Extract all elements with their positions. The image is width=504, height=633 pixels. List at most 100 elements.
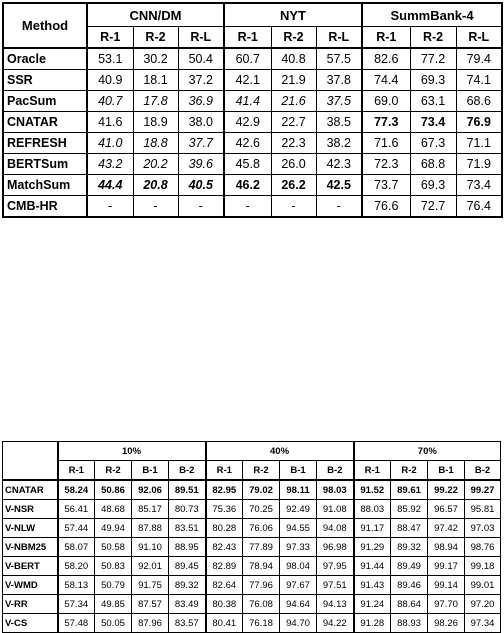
value-cell: - xyxy=(177,195,225,218)
results-table-1: Method CNN/DM NYT SummBank-4 R-1 R-2 R-L R-… xyxy=(2,2,504,218)
value-cell: - xyxy=(223,195,272,218)
value-cell: 74.4 xyxy=(361,69,411,91)
value-cell: 20.2 xyxy=(132,153,179,175)
method-cell: V-CS xyxy=(2,613,59,633)
value-cell: 94.64 xyxy=(279,594,318,614)
method-cell: V-NLW xyxy=(2,518,59,538)
value-cell: 50.05 xyxy=(94,613,132,633)
value-cell: 17.8 xyxy=(132,90,179,112)
method-cell: SSR xyxy=(2,69,88,91)
table-row: BERTSum 43.2 20.2 39.6 45.8 26.0 42.3 72.3 68.8 7… xyxy=(2,153,503,175)
value-cell: 18.9 xyxy=(132,111,179,133)
group-header: CNN/DM xyxy=(86,2,225,27)
value-cell: 73.4 xyxy=(455,174,503,196)
column-header: B-2 xyxy=(167,460,207,481)
value-cell: 91.08 xyxy=(316,499,355,519)
value-cell: 88.64 xyxy=(390,594,429,614)
value-cell: 94.22 xyxy=(316,613,355,633)
value-cell: 50.79 xyxy=(94,575,132,595)
column-header: R-L xyxy=(455,26,503,49)
value-cell: 89.46 xyxy=(390,575,429,595)
value-cell: 99.17 xyxy=(427,556,466,576)
value-cell: 73.4 xyxy=(409,111,457,133)
value-cell: 89.32 xyxy=(167,575,207,595)
table-row: CNATAR 41.6 18.9 38.0 42.9 22.7 38.5 77.3 73.4 76… xyxy=(2,111,503,133)
value-cell: 49.94 xyxy=(94,518,132,538)
value-cell: 80.41 xyxy=(205,613,244,633)
column-header: R-1 xyxy=(361,26,411,49)
table-row: V-CS 57.48 50.05 87.96 83.57 80.41 76.18 94.70 9… xyxy=(2,613,502,633)
value-cell: 68.6 xyxy=(455,90,503,112)
subheader-row: R-1 R-2 B-1 B-2 R-1 R-2 B-1 B-2 R-1 R-2 B-1 B-2 xyxy=(3,460,502,481)
method-header: Method xyxy=(2,2,88,49)
value-cell: 85.17 xyxy=(131,499,169,519)
value-cell: 82.6 xyxy=(361,47,411,70)
column-header: B-1 xyxy=(427,460,466,481)
value-cell: 42.5 xyxy=(315,174,364,196)
value-cell: 92.06 xyxy=(131,479,169,500)
value-cell: - xyxy=(86,195,134,218)
method-cell: PacSum xyxy=(2,90,88,112)
value-cell: 94.70 xyxy=(279,613,318,633)
value-cell: 83.57 xyxy=(167,613,207,633)
column-header: B-2 xyxy=(316,460,355,481)
value-cell: 21.9 xyxy=(270,69,317,91)
value-cell: 60.7 xyxy=(223,47,272,70)
value-cell: 91.52 xyxy=(353,479,392,500)
value-cell: 89.51 xyxy=(167,479,207,500)
value-cell: 79.4 xyxy=(455,47,503,70)
method-cell: V-RR xyxy=(2,594,59,614)
value-cell: 97.51 xyxy=(316,575,355,595)
table-row: REFRESH 41.0 18.8 37.7 42.6 22.3 38.2 71.6 67.3 7… xyxy=(2,132,503,154)
group-header: 40% xyxy=(205,441,355,461)
value-cell: 57.5 xyxy=(315,47,364,70)
value-cell: 87.96 xyxy=(131,613,169,633)
method-cell: MatchSum xyxy=(2,174,88,196)
column-header: R-1 xyxy=(353,460,392,481)
value-cell: 80.73 xyxy=(167,499,207,519)
column-header: B-1 xyxy=(279,460,318,481)
method-cell: V-NSR xyxy=(2,499,59,519)
value-cell: 21.6 xyxy=(270,90,317,112)
value-cell: 88.93 xyxy=(390,613,429,633)
value-cell: 99.14 xyxy=(427,575,466,595)
column-header: R-2 xyxy=(94,460,132,481)
value-cell: 68.8 xyxy=(409,153,457,175)
value-cell: 97.42 xyxy=(427,518,466,538)
method-cell: V-WMD xyxy=(2,575,59,595)
method-cell: V-NBM25 xyxy=(2,537,59,557)
method-cell: BERTSum xyxy=(2,153,88,175)
value-cell: 92.01 xyxy=(131,556,169,576)
value-cell: 98.94 xyxy=(427,537,466,557)
method-cell: V-BERT xyxy=(2,556,59,576)
value-cell: 50.58 xyxy=(94,537,132,557)
value-cell: 80.38 xyxy=(205,594,244,614)
value-cell: 91.44 xyxy=(353,556,392,576)
value-cell: 22.7 xyxy=(270,111,317,133)
column-header: R-L xyxy=(315,26,364,49)
value-cell: 42.1 xyxy=(223,69,272,91)
value-cell: 91.24 xyxy=(353,594,392,614)
value-cell: 57.44 xyxy=(57,518,95,538)
table-row: CMB-HR - - - - - -76.6 72.7 76.4 xyxy=(2,195,503,218)
column-header: R-L xyxy=(177,26,225,49)
subheader-row: R-1 R-2 R-L R-1 R-2 R-L R-1 R-2 R-L xyxy=(3,26,503,49)
method-cell: CMB-HR xyxy=(2,195,88,218)
value-cell: 38.5 xyxy=(315,111,364,133)
value-cell: 41.6 xyxy=(86,111,134,133)
table-row: V-RR 57.34 49.85 87.57 83.49 80.38 76.08 94.64 9… xyxy=(2,594,502,614)
value-cell: 69.3 xyxy=(409,174,457,196)
value-cell: 89.61 xyxy=(390,479,429,500)
value-cell: 76.6 xyxy=(361,195,411,218)
value-cell: 40.9 xyxy=(86,69,134,91)
value-cell: 48.68 xyxy=(94,499,132,519)
value-cell: 58.07 xyxy=(57,537,95,557)
value-cell: 91.10 xyxy=(131,537,169,557)
column-header: R-2 xyxy=(132,26,179,49)
value-cell: 76.08 xyxy=(242,594,281,614)
table-row: V-WMD 58.13 50.79 91.75 89.32 82.64 77.96 97.67… xyxy=(2,575,502,595)
value-cell: 67.3 xyxy=(409,132,457,154)
value-cell: 37.5 xyxy=(315,90,364,112)
value-cell: 39.6 xyxy=(177,153,225,175)
value-cell: 97.70 xyxy=(427,594,466,614)
